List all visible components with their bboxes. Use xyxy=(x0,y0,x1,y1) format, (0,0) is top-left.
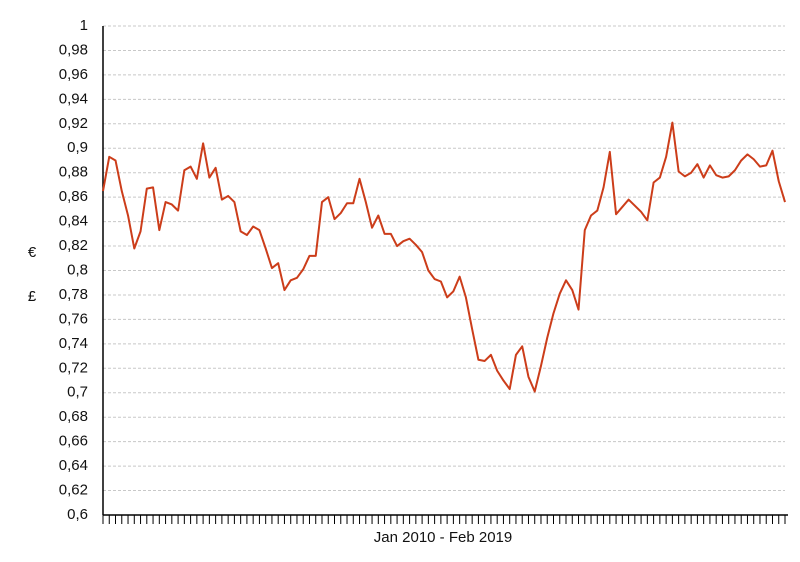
y-tick-label: 0,68 xyxy=(59,408,88,425)
y-tick-label: 0,8 xyxy=(67,261,88,278)
y-tick-label: 0,98 xyxy=(59,41,88,58)
y-tick-label: 0,96 xyxy=(59,66,88,83)
y-tick-label: 0,88 xyxy=(59,164,88,181)
y-tick-label: 0,84 xyxy=(59,213,88,230)
y-tick-label: 1 xyxy=(80,17,88,34)
x-axis-label: Jan 2010 - Feb 2019 xyxy=(374,529,512,546)
y-tick-label: 0,6 xyxy=(67,506,88,523)
y-tick-label: 0,64 xyxy=(59,457,88,474)
y-tick-label: 0,7 xyxy=(67,384,88,401)
y-tick-label: 0,9 xyxy=(67,139,88,156)
y-tick-label: 0,78 xyxy=(59,286,88,303)
y-tick-label: 0,76 xyxy=(59,310,88,327)
y-tick-label: 0,74 xyxy=(59,335,88,352)
line-series xyxy=(102,121,786,393)
y-tick-label: 0,62 xyxy=(59,482,88,499)
y-axis-label: £ xyxy=(28,288,37,305)
y-tick-label: 0,82 xyxy=(59,237,88,254)
y-tick-label: 0,86 xyxy=(59,188,88,205)
y-tick-label: 0,94 xyxy=(59,90,88,107)
y-tick-label: 0,92 xyxy=(59,115,88,132)
y-axis-label: € xyxy=(28,244,37,261)
y-tick-label: 0,72 xyxy=(59,359,88,376)
y-tick-label: 0,66 xyxy=(59,433,88,450)
